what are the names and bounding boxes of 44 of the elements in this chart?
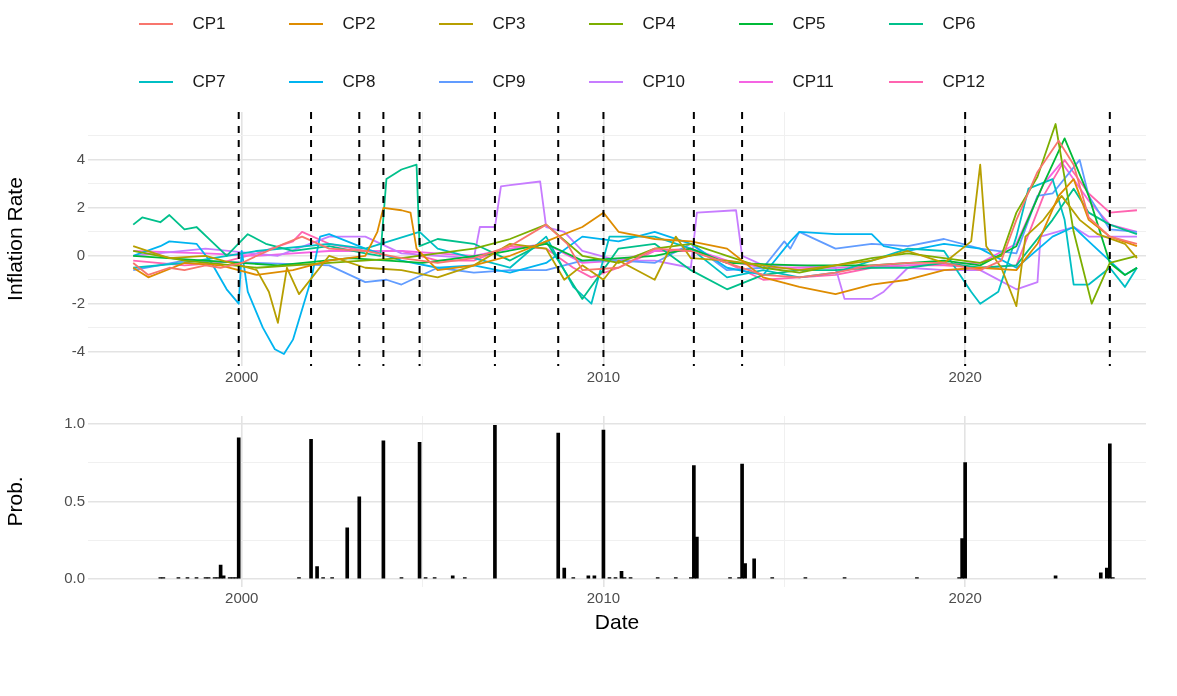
bar xyxy=(309,438,313,579)
y-axis-title: Inflation Rate xyxy=(3,177,27,301)
y-tick-label: 0 xyxy=(76,245,85,263)
y-tick-label: -2 xyxy=(71,293,85,311)
bar xyxy=(236,437,241,579)
bar xyxy=(493,424,497,579)
legend-label: CP4 xyxy=(642,14,676,34)
y-tick-label: -4 xyxy=(71,341,85,359)
y-tick-label: 2 xyxy=(76,197,85,215)
legend-label: CP11 xyxy=(792,72,834,92)
legend-label: CP10 xyxy=(642,72,686,92)
legend-label: CP5 xyxy=(792,14,826,34)
legend-label: CP8 xyxy=(342,72,376,92)
x-tick-label: 2010 xyxy=(586,588,621,606)
legend-label: CP12 xyxy=(942,72,986,92)
legend-label: CP6 xyxy=(942,14,976,34)
bar xyxy=(1098,572,1103,579)
bar xyxy=(345,527,350,579)
legend-label: CP1 xyxy=(192,14,226,34)
x-tick-label: 2000 xyxy=(225,368,259,386)
y-tick-label: 1.0 xyxy=(64,413,85,431)
bar xyxy=(963,462,967,579)
y-tick-label: 0.5 xyxy=(64,491,85,509)
x-axis-title: Date xyxy=(594,610,640,634)
y-tick-label: 4 xyxy=(76,150,85,168)
bar xyxy=(752,558,756,579)
x-tick-label: 2000 xyxy=(225,588,259,606)
legend-label: CP9 xyxy=(492,72,526,92)
bar xyxy=(315,566,319,579)
bar xyxy=(357,496,362,579)
y-axis-title: Prob. xyxy=(3,476,27,527)
x-tick-label: 2020 xyxy=(948,588,982,606)
bar xyxy=(692,465,696,579)
bar xyxy=(1108,443,1112,579)
x-tick-label: 2010 xyxy=(586,368,621,386)
bar xyxy=(450,575,455,579)
bar xyxy=(740,463,744,579)
bar xyxy=(556,432,561,579)
y-tick-label: 0.0 xyxy=(64,569,85,587)
bar xyxy=(562,567,567,579)
x-tick-label: 2020 xyxy=(948,368,982,386)
legend-label: CP2 xyxy=(342,14,376,34)
legend-label: CP3 xyxy=(492,14,526,34)
legend-label: CP7 xyxy=(192,72,226,92)
